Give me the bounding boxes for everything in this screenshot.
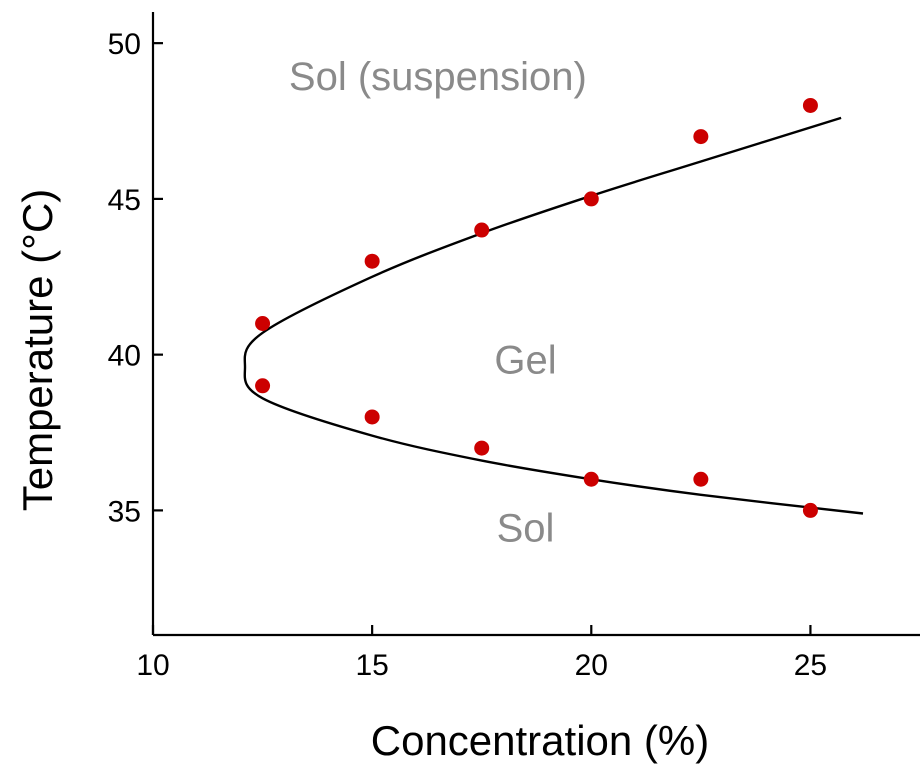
data-point <box>364 253 380 269</box>
data-point <box>364 409 380 425</box>
y-tick-label: 35 <box>108 495 141 528</box>
region-labels: Sol (suspension) Gel Sol <box>289 55 587 551</box>
data-point <box>474 440 490 456</box>
y-tick-label: 50 <box>108 28 141 61</box>
x-tick-label: 10 <box>136 649 169 682</box>
plot-area <box>243 116 864 515</box>
data-point <box>583 471 599 487</box>
data-point <box>474 222 490 238</box>
data-point <box>693 129 709 145</box>
x-tick-label: 25 <box>794 649 827 682</box>
data-markers <box>255 97 818 518</box>
fit-curve-line <box>243 116 864 515</box>
x-tick-label: 20 <box>575 649 608 682</box>
y-tick-label: 45 <box>108 184 141 217</box>
data-point <box>802 502 818 518</box>
data-point <box>802 97 818 113</box>
y-tick-label: 40 <box>108 340 141 373</box>
x-tick-label: 15 <box>355 649 388 682</box>
y-axis-title: Temperature (°C) <box>14 189 61 512</box>
x-axis-title: Concentration (%) <box>371 717 709 764</box>
region-label: Gel <box>494 338 556 382</box>
data-point <box>583 191 599 207</box>
axes <box>151 12 920 637</box>
region-label: Sol (suspension) <box>289 55 587 99</box>
data-point <box>255 378 271 394</box>
data-point <box>255 316 271 331</box>
data-point <box>693 471 709 487</box>
region-label: Sol <box>497 507 555 551</box>
ticks: 10 15 20 25 35 40 45 50 <box>108 28 827 682</box>
